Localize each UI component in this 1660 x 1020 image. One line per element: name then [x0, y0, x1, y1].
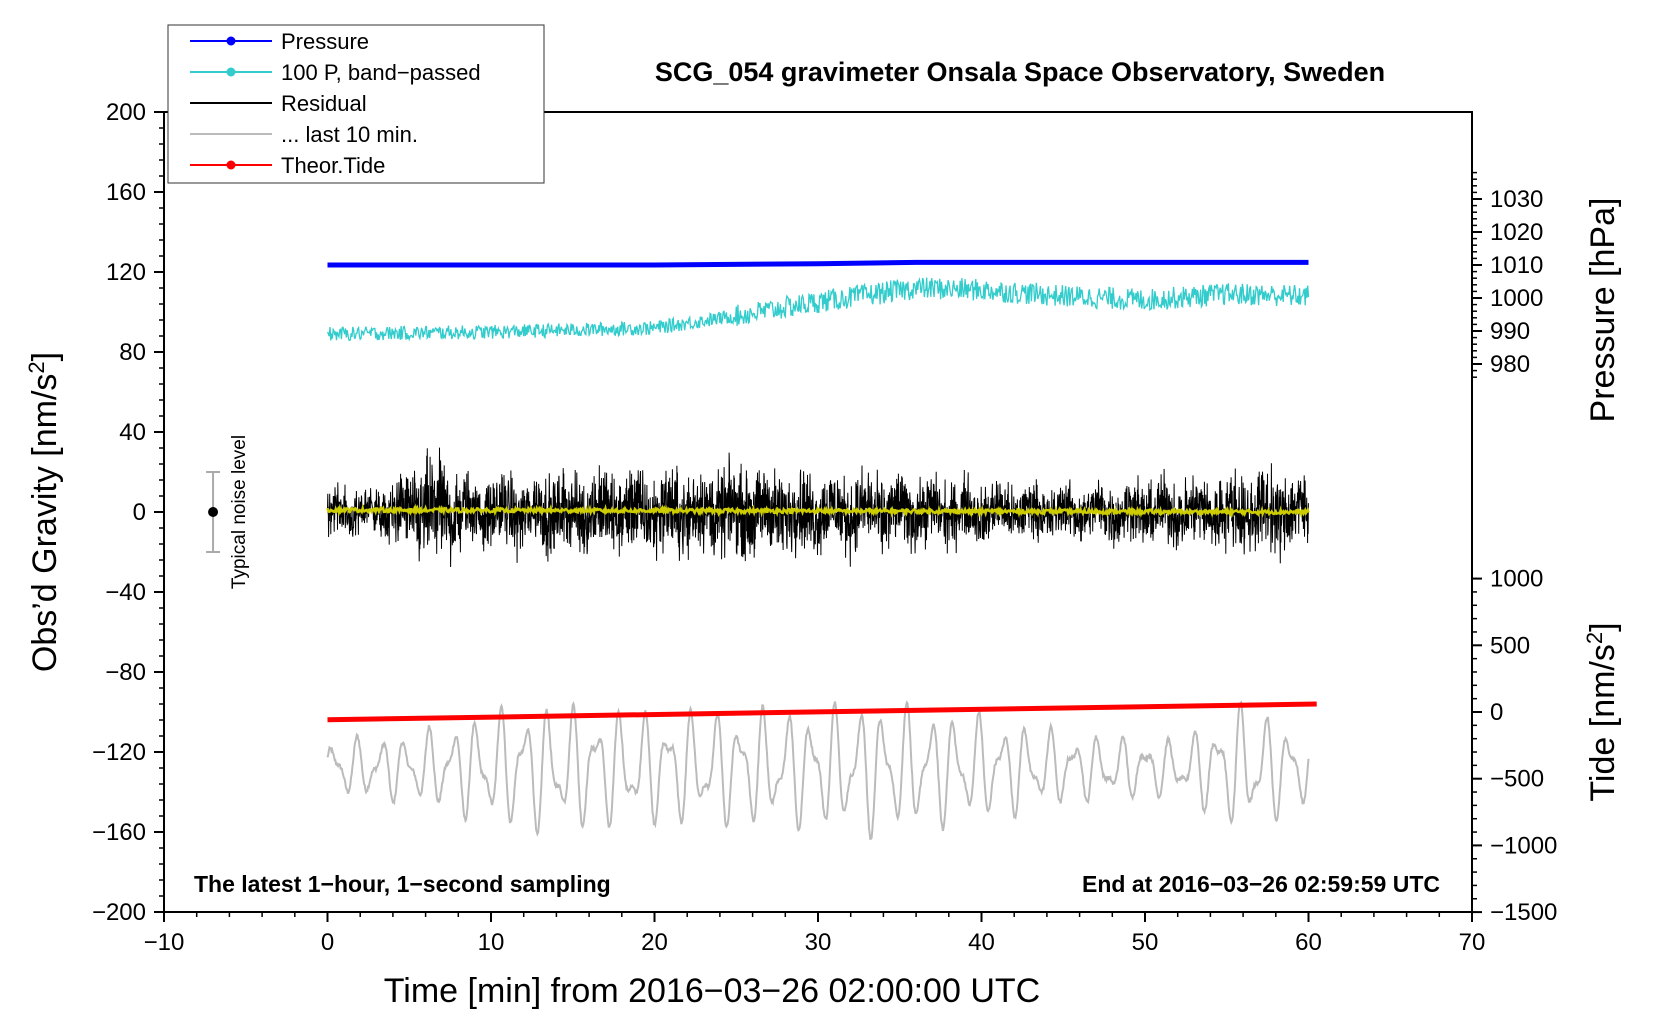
legend-label: Theor.Tide — [281, 153, 385, 178]
pressure-tick-label: 1010 — [1490, 252, 1543, 279]
series-residual-mean — [326, 503, 1310, 519]
legend-label: ... last 10 min. — [281, 122, 418, 147]
x-tick-label: 50 — [1132, 929, 1159, 956]
x-tick-label: 0 — [321, 929, 334, 956]
noise-level-indicator: Typical noise level — [206, 435, 250, 589]
legend-marker — [226, 160, 236, 170]
x-tick-label: 70 — [1459, 929, 1486, 956]
tide-tick-label: 500 — [1490, 632, 1530, 659]
x-axis-title: Time [min] from 2016−03−26 02:00:00 UTC — [384, 972, 1040, 1010]
y-tick-label-left: 200 — [106, 99, 146, 126]
tide-tick-label: 0 — [1490, 699, 1503, 726]
annotation-end-time: End at 2016−03−26 02:59:59 UTC — [1082, 871, 1440, 897]
pressure-tick-label: 1000 — [1490, 285, 1543, 312]
y-tick-label-left: 120 — [106, 259, 146, 286]
y-tick-label-left: 40 — [119, 419, 146, 446]
x-tick-label: 10 — [478, 929, 505, 956]
y-tick-label-left: 160 — [106, 179, 146, 206]
series-last-10-min — [326, 700, 1310, 841]
y-tick-label-left: −80 — [105, 659, 146, 686]
series-theor-tide — [327, 701, 1317, 723]
legend-label: 100 P, band−passed — [281, 60, 481, 85]
y-axis-title-left: Obs’d Gravity [nm/s2] — [24, 352, 64, 672]
legend-marker — [226, 67, 236, 77]
y-tick-label-left: −120 — [92, 739, 146, 766]
legend: Pressure 100 P, band−passed Residual ... la… — [167, 24, 545, 184]
series-band-passed — [326, 276, 1310, 342]
series-residual — [327, 447, 1309, 568]
series-pressure — [327, 259, 1309, 268]
series-layer — [326, 259, 1317, 841]
y-tick-label-left: 80 — [119, 339, 146, 366]
x-tick-label: 30 — [805, 929, 832, 956]
noise-dot — [208, 507, 219, 517]
y-axis-title-pressure: Pressure [hPa] — [1584, 198, 1622, 423]
legend-label: Residual — [281, 91, 367, 116]
legend-marker — [226, 36, 236, 46]
tide-tick-label: −500 — [1490, 766, 1544, 793]
pressure-tick-label: 980 — [1490, 351, 1530, 378]
chart-title: SCG_054 gravimeter Onsala Space Observat… — [655, 57, 1385, 87]
tide-tick-label: 1000 — [1490, 566, 1543, 593]
pressure-tick-label: 1030 — [1490, 186, 1543, 213]
x-tick-label: 40 — [968, 929, 995, 956]
x-tick-label: −10 — [144, 929, 185, 956]
y-axis-title-tide: Tide [nm/s2] — [1582, 622, 1622, 801]
y-tick-label-left: 0 — [133, 499, 146, 526]
pressure-tick-label: 1020 — [1490, 219, 1543, 246]
tide-tick-label: −1000 — [1490, 832, 1557, 859]
legend-label: Pressure — [281, 29, 369, 54]
pressure-tick-label: 990 — [1490, 318, 1530, 345]
y-tick-label-left: −200 — [92, 899, 146, 926]
y-tick-label-left: −160 — [92, 819, 146, 846]
axes-layer: −10 0 10 20 30 40 50 60 7020016012080400−40−80−1… — [92, 99, 1557, 956]
y-tick-label-left: −40 — [105, 579, 146, 606]
x-tick-label: 60 — [1295, 929, 1322, 956]
x-tick-label: 20 — [641, 929, 668, 956]
tide-tick-label: −1500 — [1490, 899, 1557, 926]
annotation-sampling: The latest 1−hour, 1−second sampling — [194, 871, 611, 897]
noise-level-label: Typical noise level — [229, 435, 250, 589]
